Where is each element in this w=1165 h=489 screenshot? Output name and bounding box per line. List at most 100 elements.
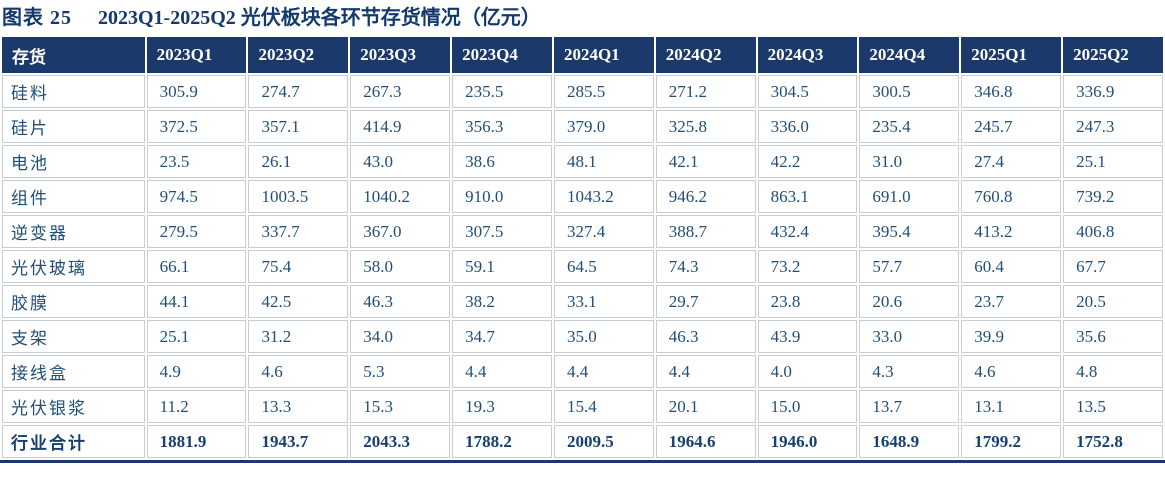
data-cell: 15.0 bbox=[757, 390, 858, 423]
data-cell: 1943.7 bbox=[248, 425, 349, 458]
data-cell: 235.4 bbox=[859, 110, 960, 143]
data-cell: 20.5 bbox=[1063, 285, 1163, 318]
data-cell: 31.0 bbox=[859, 145, 960, 178]
data-cell: 2043.3 bbox=[350, 425, 451, 458]
data-cell: 285.5 bbox=[553, 75, 654, 108]
data-cell: 372.5 bbox=[146, 110, 247, 143]
data-cell: 304.5 bbox=[757, 75, 858, 108]
data-cell: 23.5 bbox=[146, 145, 247, 178]
data-cell: 19.3 bbox=[452, 390, 552, 423]
data-cell: 325.8 bbox=[655, 110, 756, 143]
table-body: 硅料 305.9 274.7 267.3 235.5 285.5 271.2 304.5 300… bbox=[2, 75, 1163, 458]
data-cell: 346.8 bbox=[961, 75, 1062, 108]
data-cell: 271.2 bbox=[655, 75, 756, 108]
data-cell: 15.3 bbox=[350, 390, 451, 423]
figure-number: 图表 25 bbox=[2, 7, 72, 29]
row-label: 硅片 bbox=[2, 110, 145, 143]
data-cell: 4.6 bbox=[961, 355, 1062, 388]
data-cell: 4.4 bbox=[655, 355, 756, 388]
data-cell: 327.4 bbox=[553, 215, 654, 248]
data-cell: 13.3 bbox=[248, 390, 349, 423]
data-cell: 58.0 bbox=[350, 250, 451, 283]
data-cell: 5.3 bbox=[350, 355, 451, 388]
data-cell: 33.0 bbox=[859, 320, 960, 353]
data-cell: 64.5 bbox=[553, 250, 654, 283]
data-cell: 59.1 bbox=[452, 250, 552, 283]
data-cell: 34.7 bbox=[452, 320, 552, 353]
data-cell: 336.9 bbox=[1063, 75, 1163, 108]
data-cell: 357.1 bbox=[248, 110, 349, 143]
data-cell: 4.6 bbox=[248, 355, 349, 388]
data-cell: 1964.6 bbox=[655, 425, 756, 458]
data-cell: 946.2 bbox=[655, 180, 756, 213]
table-bottom-rule bbox=[0, 460, 1165, 463]
row-label: 行业合计 bbox=[2, 425, 145, 458]
header-cell-quarter: 2024Q4 bbox=[859, 37, 960, 73]
data-cell: 20.6 bbox=[859, 285, 960, 318]
figure-caption: 2023Q1-2025Q2 光伏板块各环节存货情况（亿元） bbox=[98, 7, 541, 29]
data-cell: 235.5 bbox=[452, 75, 552, 108]
data-cell: 1752.8 bbox=[1063, 425, 1163, 458]
table-row: 光伏银浆 11.2 13.3 15.3 19.3 15.4 20.1 15.0 13.7 13.1… bbox=[2, 390, 1163, 423]
data-cell: 27.4 bbox=[961, 145, 1062, 178]
data-cell: 1043.2 bbox=[553, 180, 654, 213]
data-cell: 432.4 bbox=[757, 215, 858, 248]
data-cell: 356.3 bbox=[452, 110, 552, 143]
row-label: 接线盒 bbox=[2, 355, 145, 388]
data-cell: 4.4 bbox=[452, 355, 552, 388]
data-cell: 4.4 bbox=[553, 355, 654, 388]
table-header-row: 存货 2023Q1 2023Q2 2023Q3 2023Q4 2024Q1 2024Q2 20… bbox=[2, 37, 1163, 73]
row-label: 电池 bbox=[2, 145, 145, 178]
data-cell: 337.7 bbox=[248, 215, 349, 248]
table-row-total: 行业合计 1881.9 1943.7 2043.3 1788.2 2009.5 1964.6… bbox=[2, 425, 1163, 458]
data-cell: 38.6 bbox=[452, 145, 552, 178]
data-cell: 35.6 bbox=[1063, 320, 1163, 353]
data-cell: 43.9 bbox=[757, 320, 858, 353]
data-cell: 42.2 bbox=[757, 145, 858, 178]
data-cell: 307.5 bbox=[452, 215, 552, 248]
data-cell: 413.2 bbox=[961, 215, 1062, 248]
table-row: 支架 25.1 31.2 34.0 34.7 35.0 46.3 43.9 33.0 39.9 35… bbox=[2, 320, 1163, 353]
data-cell: 1648.9 bbox=[859, 425, 960, 458]
data-cell: 67.7 bbox=[1063, 250, 1163, 283]
data-cell: 305.9 bbox=[146, 75, 247, 108]
header-cell-quarter: 2023Q3 bbox=[350, 37, 451, 73]
table-row: 胶膜 44.1 42.5 46.3 38.2 33.1 29.7 23.8 20.6 23.7 20… bbox=[2, 285, 1163, 318]
data-cell: 1040.2 bbox=[350, 180, 451, 213]
data-cell: 11.2 bbox=[146, 390, 247, 423]
data-cell: 57.7 bbox=[859, 250, 960, 283]
header-cell-quarter: 2024Q2 bbox=[655, 37, 756, 73]
row-label: 硅料 bbox=[2, 75, 145, 108]
data-cell: 691.0 bbox=[859, 180, 960, 213]
table-row: 逆变器 279.5 337.7 367.0 307.5 327.4 388.7 432.4 39… bbox=[2, 215, 1163, 248]
header-cell-quarter: 2023Q4 bbox=[452, 37, 552, 73]
data-cell: 739.2 bbox=[1063, 180, 1163, 213]
data-cell: 974.5 bbox=[146, 180, 247, 213]
data-cell: 274.7 bbox=[248, 75, 349, 108]
data-cell: 414.9 bbox=[350, 110, 451, 143]
data-cell: 910.0 bbox=[452, 180, 552, 213]
data-cell: 20.1 bbox=[655, 390, 756, 423]
data-cell: 39.9 bbox=[961, 320, 1062, 353]
row-label: 光伏玻璃 bbox=[2, 250, 145, 283]
row-label: 组件 bbox=[2, 180, 145, 213]
data-cell: 267.3 bbox=[350, 75, 451, 108]
data-cell: 13.7 bbox=[859, 390, 960, 423]
header-cell-quarter: 2023Q2 bbox=[248, 37, 349, 73]
table-row: 光伏玻璃 66.1 75.4 58.0 59.1 64.5 74.3 73.2 57.7 60.4… bbox=[2, 250, 1163, 283]
data-cell: 66.1 bbox=[146, 250, 247, 283]
data-cell: 1799.2 bbox=[961, 425, 1062, 458]
row-label: 支架 bbox=[2, 320, 145, 353]
data-cell: 44.1 bbox=[146, 285, 247, 318]
data-cell: 15.4 bbox=[553, 390, 654, 423]
data-cell: 42.1 bbox=[655, 145, 756, 178]
data-cell: 1946.0 bbox=[757, 425, 858, 458]
table-row: 组件 974.5 1003.5 1040.2 910.0 1043.2 946.2 863.1… bbox=[2, 180, 1163, 213]
data-cell: 75.4 bbox=[248, 250, 349, 283]
figure-title: 图表 25 2023Q1-2025Q2 光伏板块各环节存货情况（亿元） bbox=[0, 0, 1165, 35]
data-cell: 388.7 bbox=[655, 215, 756, 248]
data-cell: 13.5 bbox=[1063, 390, 1163, 423]
header-cell-quarter: 2024Q1 bbox=[553, 37, 654, 73]
data-cell: 42.5 bbox=[248, 285, 349, 318]
